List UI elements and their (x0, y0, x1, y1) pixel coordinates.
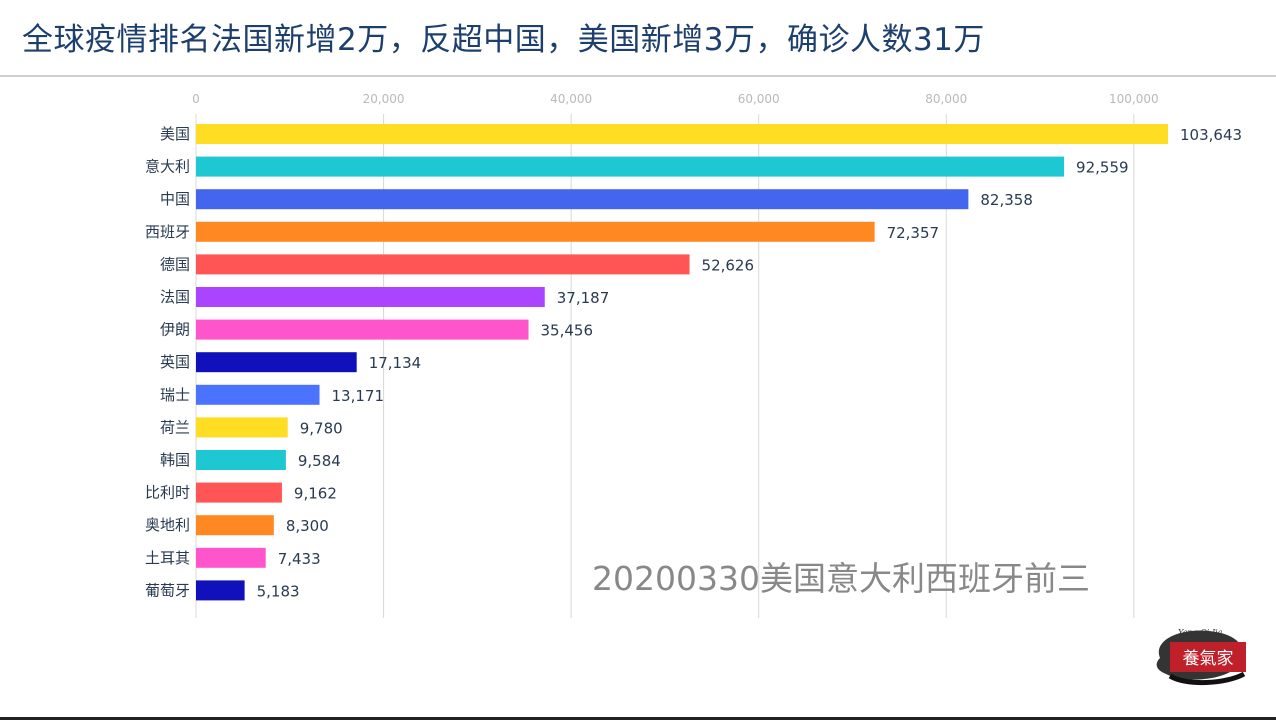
bar (196, 124, 1168, 144)
bar-row: 韩国 9,584 (160, 450, 341, 470)
bar-row: 西班牙 72,357 (145, 221, 940, 242)
category-label: 韩国 (160, 451, 190, 469)
category-label: 瑞士 (160, 386, 190, 404)
value-label: 9,584 (298, 452, 341, 470)
bar-row: 比利时 9,162 (145, 482, 337, 503)
brand-logo: 養氣家 (1156, 630, 1246, 686)
category-label: 西班牙 (145, 223, 190, 241)
value-label: 8,300 (286, 517, 329, 535)
bar (196, 547, 266, 568)
bar (196, 417, 288, 438)
category-label: 德国 (160, 255, 190, 273)
bar-row: 意大利 92,559 (145, 156, 1129, 177)
value-label: 7,433 (278, 550, 321, 568)
bar-row: 葡萄牙 5,183 (145, 580, 300, 601)
category-label: 英国 (160, 353, 190, 371)
x-tick-label: 20,000 (363, 92, 405, 106)
value-label: 103,643 (1180, 126, 1242, 144)
x-tick-label: 80,000 (925, 92, 967, 106)
category-label: 美国 (160, 125, 190, 143)
title-divider (0, 75, 1276, 77)
page-title: 全球疫情排名法国新增2万，反超中国，美国新增3万，确诊人数31万 (22, 22, 985, 58)
value-label: 82,358 (980, 191, 1032, 209)
x-tick-label: 100,000 (1109, 92, 1159, 106)
x-tick-label: 60,000 (738, 92, 780, 106)
value-label: 35,456 (541, 322, 594, 340)
bar-row: 美国 103,643 (160, 124, 1242, 144)
category-label: 荷兰 (160, 418, 190, 436)
value-label: 9,780 (300, 419, 343, 437)
category-label: 中国 (160, 190, 190, 208)
x-tick-label: 0 (192, 92, 200, 106)
value-label: 17,134 (369, 354, 422, 372)
bar (196, 254, 690, 275)
bar-row: 英国 17,134 (160, 352, 422, 373)
category-label: 伊朗 (160, 321, 190, 339)
bar (196, 189, 969, 210)
bar (196, 319, 529, 340)
bar (196, 156, 1065, 177)
category-label: 奥地利 (145, 516, 190, 534)
bar (196, 384, 320, 405)
bar (196, 482, 282, 503)
category-label: 土耳其 (145, 549, 190, 567)
logo-script: Yang Qi Jia (1178, 628, 1223, 637)
value-label: 5,183 (257, 582, 300, 600)
value-label: 13,171 (332, 387, 385, 405)
category-label: 比利时 (145, 484, 190, 502)
value-label: 72,357 (887, 224, 940, 242)
bar (196, 352, 357, 373)
bar-layer: 美国 103,643 意大利 92,559 中国 82,358 西班牙 72,357 德国 52,… (145, 124, 1242, 601)
logo-text: 養氣家 (1183, 649, 1234, 669)
bar-row: 法国 37,187 (160, 287, 609, 307)
bar (196, 287, 545, 307)
bar-row: 瑞士 13,171 (160, 384, 385, 405)
bar-row: 奥地利 8,300 (145, 515, 329, 536)
bar (196, 515, 274, 536)
bar-row: 中国 82,358 (160, 189, 1033, 210)
value-label: 52,626 (702, 256, 755, 274)
bar (196, 450, 286, 470)
bar-row: 土耳其 7,433 (145, 547, 321, 568)
value-label: 9,162 (294, 485, 337, 503)
bar-row: 荷兰 9,780 (160, 417, 343, 438)
bar-row: 伊朗 35,456 (160, 319, 594, 340)
x-tick-label: 40,000 (550, 92, 592, 106)
value-label: 92,559 (1076, 159, 1129, 177)
category-label: 葡萄牙 (145, 581, 190, 599)
category-label: 意大利 (145, 158, 190, 176)
bar (196, 580, 245, 601)
category-label: 法国 (160, 288, 190, 306)
bar (196, 221, 875, 242)
value-label: 37,187 (557, 289, 610, 307)
bar-row: 德国 52,626 (160, 254, 755, 275)
date-caption: 20200330美国意大利西班牙前三 (592, 559, 1090, 598)
